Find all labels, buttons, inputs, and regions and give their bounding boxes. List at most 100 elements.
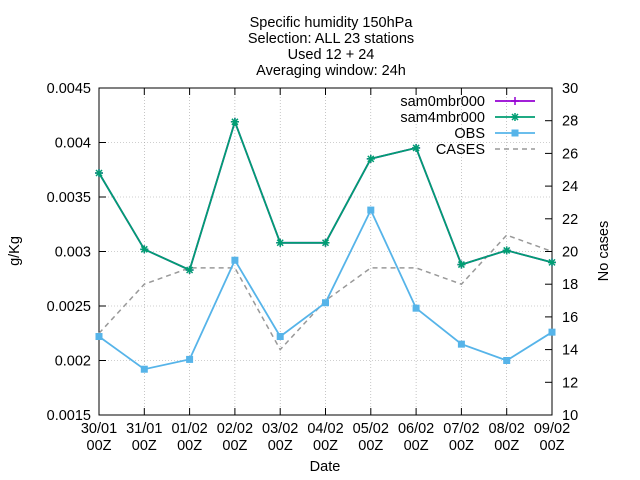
point-marker — [548, 328, 556, 336]
marker-stroke — [276, 239, 284, 247]
marker-stroke — [321, 239, 330, 247]
x-tick-label-date: 30/01 — [81, 421, 117, 437]
point-marker — [367, 206, 375, 214]
x-tick-label-date: 31/01 — [126, 421, 162, 437]
point-marker — [185, 266, 194, 275]
point-marker — [548, 258, 556, 267]
series — [95, 117, 556, 373]
title-line: Averaging window: 24h — [256, 63, 406, 79]
point-marker — [230, 117, 239, 126]
x-tick-label-hour: 00Z — [222, 438, 247, 454]
point-marker — [412, 304, 420, 312]
point-marker — [457, 260, 466, 269]
title-line: Selection: ALL 23 stations — [248, 31, 414, 47]
point-marker — [366, 154, 375, 163]
point-marker — [95, 169, 103, 178]
point-marker — [457, 340, 465, 348]
x-tick-label-hour: 00Z — [540, 438, 565, 454]
y-tick-label: 0.002 — [55, 354, 91, 370]
x-tick-label-date: 03/02 — [262, 421, 298, 437]
marker-stroke — [457, 261, 465, 269]
point-marker — [231, 256, 239, 264]
legend-label: sam4mbr000 — [400, 110, 485, 126]
series-sam4mbr000 — [95, 117, 556, 275]
point-marker — [276, 333, 284, 341]
y-tick-label: 0.0015 — [47, 408, 91, 424]
title-line: Used 12 + 24 — [288, 47, 375, 63]
x-tick-label-date: 06/02 — [398, 421, 434, 437]
y2-axis: 10 12 14 16 18 20 22 24 26 28 30 — [545, 81, 578, 424]
legend-label: CASES — [436, 142, 485, 158]
y2-tick-label: 20 — [562, 245, 578, 261]
x-tick-label-hour: 00Z — [268, 438, 293, 454]
series-obs — [95, 206, 556, 373]
x-tick-label-date: 04/02 — [307, 421, 343, 437]
x-tick-label-hour: 00Z — [87, 438, 112, 454]
x-tick-label-hour: 00Z — [494, 438, 519, 454]
legend-item: sam0mbr000 — [400, 94, 535, 110]
legend-item: CASES — [436, 142, 535, 158]
x-tick-label-date: 01/02 — [171, 421, 207, 437]
y-tick-label: 0.0045 — [47, 81, 91, 97]
y2-tick-label: 16 — [562, 310, 578, 326]
point-marker — [511, 129, 519, 137]
point-marker — [186, 355, 194, 363]
x-tick-label-hour: 00Z — [449, 438, 474, 454]
marker-stroke — [548, 258, 556, 266]
y2-tick-label: 14 — [562, 343, 578, 359]
x-tick-label-date: 05/02 — [353, 421, 389, 437]
point-marker — [276, 238, 285, 247]
x-tick-label-date: 09/02 — [534, 421, 570, 437]
legend-item: sam4mbr000 — [400, 110, 535, 126]
x-tick-label-hour: 00Z — [404, 438, 429, 454]
marker-stroke — [503, 246, 511, 254]
point-marker — [503, 357, 511, 364]
y-tick-label: 0.0025 — [47, 299, 91, 315]
marker-stroke — [367, 155, 375, 163]
x-tick-label-hour: 00Z — [177, 438, 202, 454]
marker-stroke — [140, 245, 148, 253]
legend-label: OBS — [454, 126, 485, 142]
point-marker — [140, 365, 148, 373]
y2-tick-label: 10 — [562, 408, 578, 424]
x-axis-label: Date — [310, 459, 341, 475]
x-tick-label-date: 02/02 — [217, 421, 253, 437]
y-axis: 0.0015 0.002 0.0025 0.003 0.0035 0.004 0.0045 — [47, 81, 106, 424]
point-marker — [321, 238, 330, 247]
point-marker — [511, 97, 519, 105]
x-tick-label-hour: 00Z — [132, 438, 157, 454]
x-tick-label-hour: 00Z — [313, 438, 338, 454]
x-axis: 30/0100Z31/0100Z01/0200Z02/0200Z03/0200Z… — [81, 88, 570, 454]
title-line: Specific humidity 150hPa — [250, 15, 414, 31]
y-axis-label: g/Kg — [7, 236, 23, 266]
marker-stroke — [186, 266, 194, 274]
legend-item: OBS — [454, 126, 535, 142]
point-marker — [412, 143, 421, 152]
point-marker — [140, 245, 149, 254]
x-tick-label-date: 07/02 — [443, 421, 479, 437]
marker-stroke — [231, 118, 239, 126]
point-marker — [502, 246, 511, 255]
y2-tick-label: 22 — [562, 212, 578, 228]
y2-tick-label: 28 — [562, 114, 578, 130]
y2-axis-label: No cases — [596, 221, 612, 281]
y-tick-label: 0.003 — [55, 245, 91, 261]
x-tick-label-date: 08/02 — [489, 421, 525, 437]
point-marker — [511, 113, 519, 121]
point-marker — [95, 333, 103, 341]
y2-tick-label: 30 — [562, 81, 578, 97]
y2-tick-label: 12 — [562, 375, 578, 391]
y2-tick-label: 24 — [562, 179, 578, 195]
legend-label: sam0mbr000 — [400, 94, 485, 110]
y2-tick-label: 26 — [562, 146, 578, 162]
marker-stroke — [412, 144, 420, 152]
x-tick-label-hour: 00Z — [358, 438, 383, 454]
y-tick-label: 0.004 — [55, 136, 91, 152]
marker-stroke — [95, 169, 103, 177]
marker-stroke — [511, 113, 519, 121]
point-marker — [322, 299, 329, 307]
grid — [99, 88, 552, 415]
